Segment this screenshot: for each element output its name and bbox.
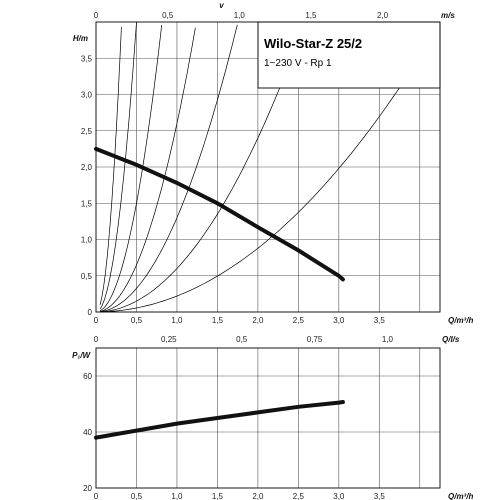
system-curve [99,29,303,313]
y-tick-label: 1,0 [81,236,93,245]
system-curve [99,21,137,310]
chart-title: Wilo-Star-Z 25/2 [264,36,362,51]
y-tick-label: 0,5 [81,272,93,281]
lower-frame [95,347,441,489]
top-axis-unit: m/s [441,11,455,20]
head-curve-gap [235,203,243,207]
top-axis-label: v [219,1,224,10]
x-axis-label: Q/m³/h [448,492,473,500]
top-tick-label: 1,5 [305,11,317,20]
system-curve [99,26,122,305]
x-tick-label: 0,5 [131,492,143,500]
title-box [257,21,441,89]
y-tick-label: 3,0 [81,91,93,100]
y-tick-label: 0 [88,308,93,317]
top-tick-label: 2,0 [377,11,389,20]
y-tick-label: 2,5 [81,127,93,136]
x-tick-label: 2,5 [293,492,305,500]
x-tick-label: 1,0 [171,316,183,325]
chart-subtitle: 1~230 V - Rp 1 [264,58,332,69]
y-tick-label: 3,5 [81,54,93,63]
power-curve [94,400,345,440]
x-tick-label: 3,0 [333,316,345,325]
x-tick-label: 0 [94,492,99,500]
x-tick-label: 2,5 [293,316,305,325]
x-tick-label: 1,5 [212,316,224,325]
system-curve [99,26,439,313]
upper-frame [95,21,441,313]
x-tick-label: 2,0 [252,316,264,325]
power-curve-panel: 0 0,5 1,0 1,5 2,0 2,5 3,0 3,5 0 0,25 0,5 0,75 1,0 Q/l… [72,335,473,500]
top-tick-label: 0,5 [162,11,174,20]
ls-tick-label: 0,25 [161,335,177,344]
x-tick-label: 1,0 [171,492,183,500]
x-tick-label: 3,5 [374,492,386,500]
ls-tick-label: 0 [94,335,99,344]
x-tick-label: 0 [94,316,99,325]
top-tick-label: 1,0 [234,11,246,20]
ls-tick-label: 1,0 [382,335,394,344]
x-tick-label: 2,0 [252,492,264,500]
x-tick-label: 3,5 [374,316,386,325]
y-axis-label: H/m [73,34,88,43]
ls-tick-label: 0,5 [236,335,248,344]
y-axis-label: P₁/W [72,351,91,360]
y-tick-label: 1,5 [81,199,93,208]
top-tick-label: 0 [94,11,99,20]
head-curve [94,146,345,282]
x-tick-label: 0,5 [131,316,143,325]
x-tick-label: 3,0 [333,492,345,500]
system-curve [99,24,238,313]
x-axis-label: Q/m³/h [448,316,473,325]
system-curve [99,25,163,312]
y-tick-label: 40 [83,428,92,437]
x-tick-label: 1,5 [212,492,224,500]
ls-tick-label: 0,75 [307,335,323,344]
y-tick-label: 20 [83,484,92,493]
right-axis-label: Q/l/s [442,335,460,344]
head-curve-panel: 0 0,5 1,0 1,5 2,0 2,5 3,0 3,5 0 0,5 1,0 1,5 2,0 2,5 3,… [73,1,474,325]
system-curve [99,27,196,312]
y-tick-label: 2,0 [81,163,93,172]
y-tick-label: 60 [83,372,92,381]
